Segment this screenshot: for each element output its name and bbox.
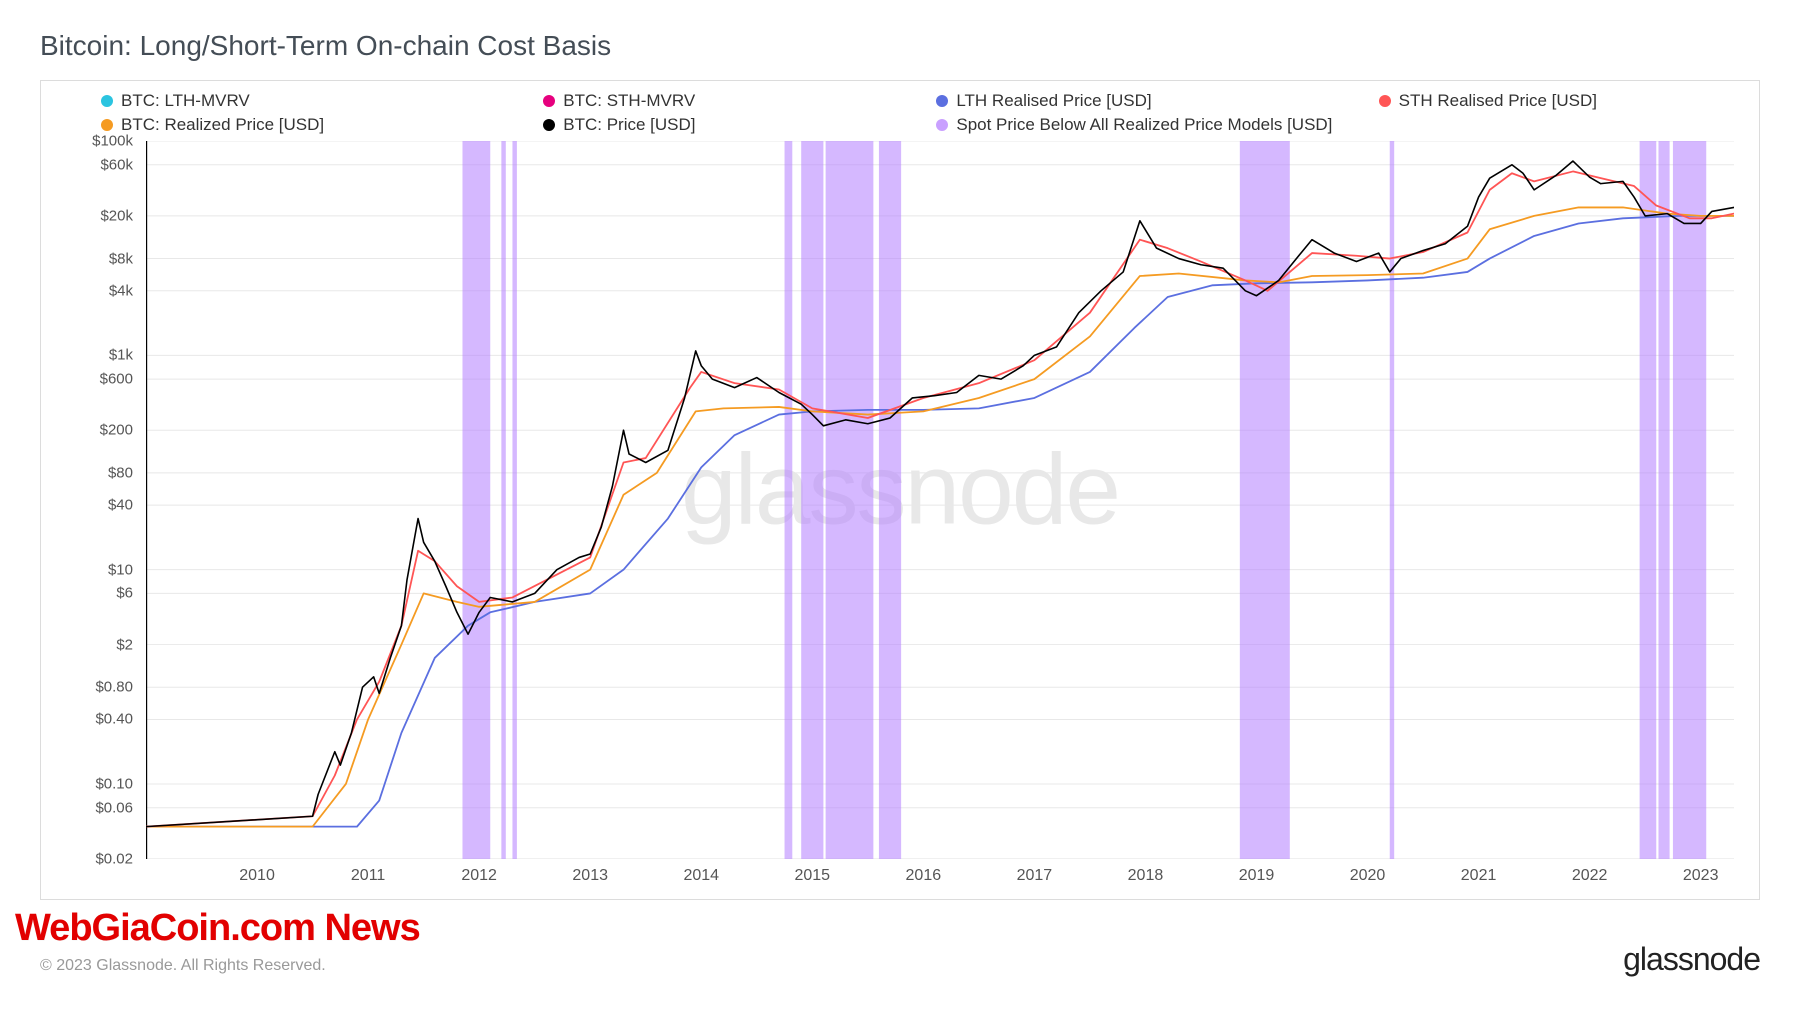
highlight-region [512, 141, 516, 859]
y-tick-label: $200 [100, 422, 133, 439]
legend-item[interactable]: STH Realised Price [USD] [1379, 91, 1739, 111]
overlay-news-text: WebGiaCoin.com News [15, 907, 420, 950]
brand-logo-text: glassnode [1623, 941, 1760, 978]
series-line [146, 161, 1734, 827]
y-tick-label: $0.06 [95, 799, 133, 816]
legend-item[interactable]: LTH Realised Price [USD] [936, 91, 1378, 111]
highlight-region [826, 141, 874, 859]
highlight-region [1673, 141, 1706, 859]
legend-dot [936, 119, 948, 131]
legend-dot [101, 95, 113, 107]
highlight-region [1390, 141, 1394, 859]
legend-label: BTC: Price [USD] [563, 115, 695, 135]
y-axis-labels: $0.02$0.06$0.10$0.40$0.80$2$6$10$40$80$2… [41, 141, 141, 859]
x-tick-label: 2017 [1017, 867, 1053, 885]
x-tick-label: 2015 [794, 867, 830, 885]
y-tick-label: $100k [92, 133, 133, 150]
legend-dot [543, 119, 555, 131]
series-line [146, 207, 1734, 826]
copyright-text: © 2023 Glassnode. All Rights Reserved. [40, 957, 326, 975]
y-tick-label: $0.80 [95, 679, 133, 696]
x-tick-label: 2014 [683, 867, 719, 885]
y-tick-label: $20k [100, 207, 133, 224]
legend-dot [101, 119, 113, 131]
x-tick-label: 2012 [461, 867, 497, 885]
x-axis-labels: 2010 2011 2012 2013 2014 2015 2016 2017 2018 2019… [146, 867, 1734, 891]
x-tick-label: 2020 [1350, 867, 1386, 885]
legend-dot [543, 95, 555, 107]
plot-svg [146, 141, 1734, 859]
legend: BTC: LTH-MVRV BTC: STH-MVRV LTH Realised P… [101, 91, 1739, 135]
highlight-region [462, 141, 490, 859]
y-tick-label: $1k [109, 347, 133, 364]
highlight-region [1658, 141, 1669, 859]
legend-label: BTC: LTH-MVRV [121, 91, 250, 111]
plot-area [146, 141, 1734, 859]
chart-title: Bitcoin: Long/Short-Term On-chain Cost B… [40, 30, 1760, 62]
highlight-region [801, 141, 823, 859]
y-tick-label: $4k [109, 282, 133, 299]
legend-item[interactable]: BTC: Price [USD] [543, 115, 936, 135]
legend-label: Spot Price Below All Realized Price Mode… [956, 115, 1332, 135]
legend-label: BTC: STH-MVRV [563, 91, 695, 111]
legend-dot [1379, 95, 1391, 107]
y-tick-label: $0.40 [95, 711, 133, 728]
y-tick-label: $6 [116, 585, 133, 602]
y-tick-label: $0.10 [95, 775, 133, 792]
legend-item[interactable]: BTC: Realized Price [USD] [101, 115, 543, 135]
x-tick-label: 2016 [906, 867, 942, 885]
y-tick-label: $600 [100, 371, 133, 388]
chart-box: BTC: LTH-MVRV BTC: STH-MVRV LTH Realised P… [40, 80, 1760, 900]
legend-item[interactable]: BTC: STH-MVRV [543, 91, 936, 111]
x-tick-label: 2023 [1683, 867, 1719, 885]
y-tick-label: $40 [108, 497, 133, 514]
x-tick-label: 2013 [572, 867, 608, 885]
y-tick-label: $10 [108, 561, 133, 578]
series-line [146, 216, 1734, 827]
legend-label: LTH Realised Price [USD] [956, 91, 1151, 111]
x-tick-label: 2021 [1461, 867, 1497, 885]
y-tick-label: $0.02 [95, 850, 133, 867]
highlight-region [879, 141, 901, 859]
y-tick-label: $2 [116, 636, 133, 653]
highlight-region [1240, 141, 1290, 859]
highlight-region [785, 141, 793, 859]
y-tick-label: $60k [100, 156, 133, 173]
x-tick-label: 2010 [239, 867, 275, 885]
highlight-region [1640, 141, 1657, 859]
x-tick-label: 2022 [1572, 867, 1608, 885]
footer: WebGiaCoin.com News © 2023 Glassnode. Al… [40, 910, 1760, 970]
x-tick-label: 2011 [351, 867, 385, 885]
series-line [146, 171, 1734, 826]
legend-dot [936, 95, 948, 107]
legend-label: STH Realised Price [USD] [1399, 91, 1597, 111]
y-tick-label: $80 [108, 464, 133, 481]
highlight-region [501, 141, 505, 859]
chart-container: Bitcoin: Long/Short-Term On-chain Cost B… [0, 0, 1800, 1013]
legend-item[interactable]: BTC: LTH-MVRV [101, 91, 543, 111]
x-tick-label: 2019 [1239, 867, 1275, 885]
legend-label: BTC: Realized Price [USD] [121, 115, 324, 135]
legend-item[interactable]: Spot Price Below All Realized Price Mode… [936, 115, 1378, 135]
x-tick-label: 2018 [1128, 867, 1164, 885]
y-tick-label: $8k [109, 250, 133, 267]
